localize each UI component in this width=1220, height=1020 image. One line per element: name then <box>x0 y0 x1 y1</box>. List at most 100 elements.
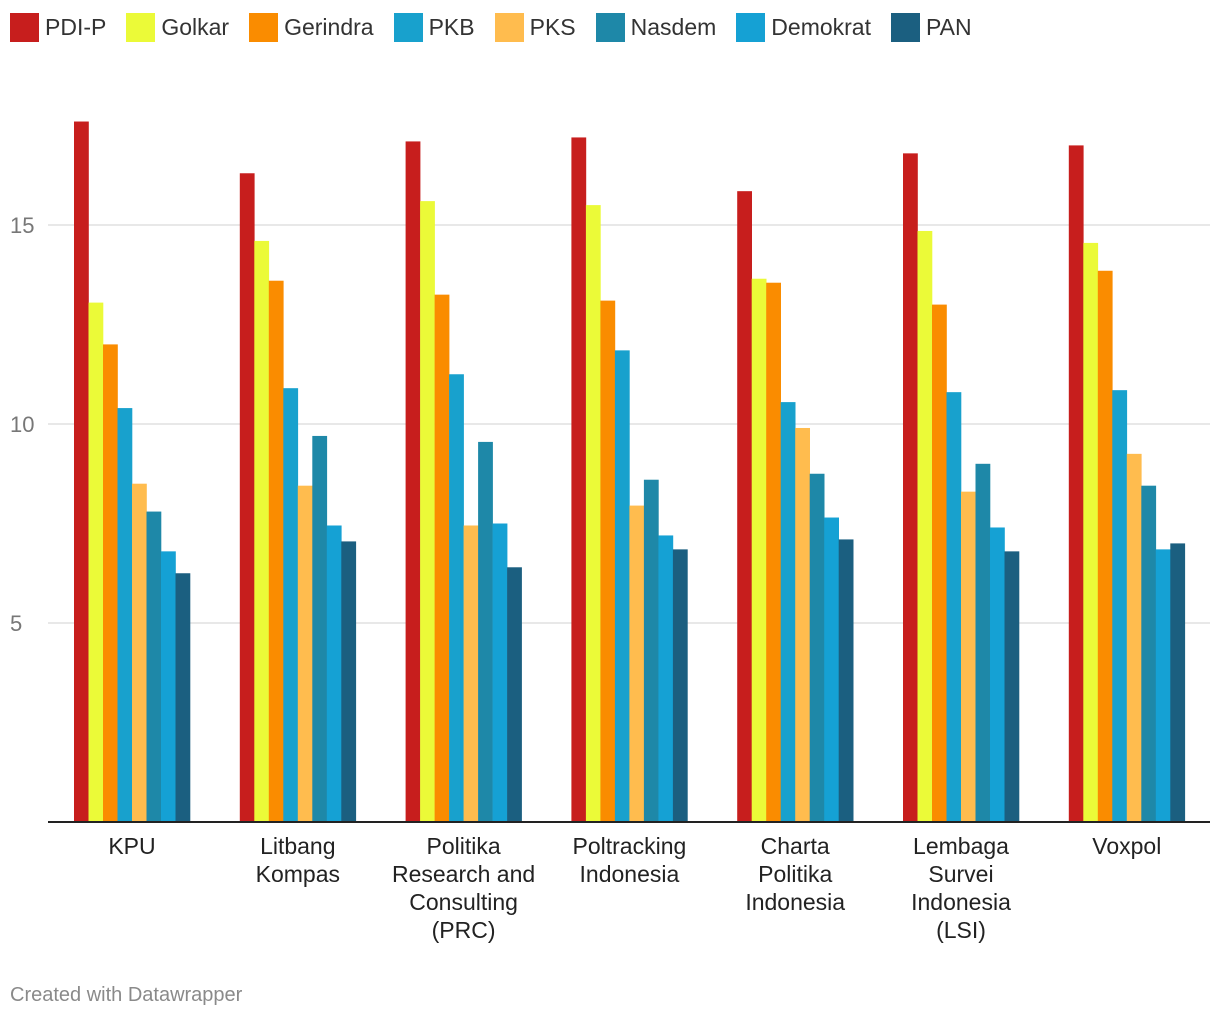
bar-pdi-p-7 <box>1068 145 1084 822</box>
bar-nasdem-7 <box>1141 485 1157 822</box>
bar-pan-7 <box>1170 543 1186 822</box>
bar-golkar-2 <box>254 240 270 823</box>
category-label: Charta Politika Indonesia <box>710 832 880 916</box>
bar-group <box>1068 145 1186 822</box>
category-label-line: Kompas <box>255 861 340 887</box>
bar-chart: 5 10 15 <box>10 121 1210 823</box>
bar-pkb-6 <box>946 392 962 822</box>
bar-pkb-1 <box>117 408 133 822</box>
bar-golkar-3 <box>420 201 435 822</box>
category-label: Voxpol <box>1042 832 1212 860</box>
category-label-line: (PRC) <box>431 917 496 943</box>
bar-nasdem-6 <box>975 463 991 822</box>
category-label-line: Indonesia <box>579 861 680 887</box>
y-tick-label: 10 <box>10 412 34 437</box>
category-label: KPU <box>47 832 217 860</box>
bar-group <box>405 141 522 823</box>
bar-demokrat-6 <box>990 527 1005 822</box>
bar-demokrat-5 <box>824 517 839 822</box>
bar-group <box>737 191 854 823</box>
category-label: Lembaga Survei Indonesia (LSI) <box>876 832 1046 944</box>
category-label-line: Survei <box>928 861 994 887</box>
bar-pan-1 <box>175 573 191 822</box>
category-label-line: Politika <box>426 833 501 859</box>
legend-swatch <box>736 12 766 42</box>
bar-nasdem-3 <box>478 441 493 822</box>
legend-label: Golkar <box>161 13 230 40</box>
legend-item-pkb: PKB <box>393 12 475 42</box>
y-tick-label: 5 <box>10 611 22 636</box>
bar-gerindra-3 <box>434 294 450 822</box>
bar-pks-5 <box>795 427 810 822</box>
bar-group <box>903 153 1020 823</box>
category-label-line: Lembaga <box>913 833 1009 859</box>
bar-group <box>74 121 191 822</box>
legend-item-pks: PKS <box>494 12 576 42</box>
y-tick-label: 15 <box>10 213 34 238</box>
legend-swatch <box>126 12 156 42</box>
bar-pan-5 <box>838 539 854 822</box>
legend-swatch <box>10 12 39 42</box>
category-label: Litbang Kompas <box>213 832 383 888</box>
bar-nasdem-4 <box>643 479 659 822</box>
bar-pks-2 <box>297 485 313 822</box>
chart-legend: PDI-P Golkar Gerindra PKB PKS Nasdem Demokrat P… <box>10 11 992 43</box>
bar-pdi-p-2 <box>239 173 255 822</box>
legend-item-nasdem: Nasdem <box>595 12 717 42</box>
bar-golkar-4 <box>585 205 601 823</box>
bar-demokrat-4 <box>658 535 674 822</box>
legend-item-gerindra: Gerindra <box>249 12 374 42</box>
bar-nasdem-1 <box>146 511 162 822</box>
legend-label: Demokrat <box>771 13 871 40</box>
bar-pdi-p-3 <box>405 141 421 823</box>
bar-gerindra-2 <box>268 280 284 823</box>
category-label-line: Research and <box>391 861 536 887</box>
legend-label: Nasdem <box>630 13 717 40</box>
category-label: Poltracking Indonesia <box>544 832 714 888</box>
bar-gerindra-1 <box>103 344 118 822</box>
category-label-line: Charta <box>760 833 830 859</box>
legend-swatch <box>249 12 279 42</box>
bar-gerindra-5 <box>766 282 781 823</box>
bar-gerindra-4 <box>600 300 616 822</box>
category-label-line: (LSI) <box>936 917 986 943</box>
bar-nasdem-5 <box>809 473 825 822</box>
legend-label: PDI-P <box>45 13 107 40</box>
bar-pdi-p-4 <box>571 137 587 822</box>
bar-gerindra-6 <box>932 304 947 823</box>
bar-pks-4 <box>629 505 645 822</box>
category-label-line: Indonesia <box>745 889 846 915</box>
legend-swatch <box>393 12 423 42</box>
bar-pks-7 <box>1126 453 1142 822</box>
bar-demokrat-2 <box>326 525 342 822</box>
bar-group <box>239 173 357 823</box>
legend-label: PKS <box>529 13 576 40</box>
bar-demokrat-3 <box>492 523 508 822</box>
bar-pkb-5 <box>780 402 796 822</box>
category-label-line: Litbang <box>260 833 336 859</box>
bar-pks-3 <box>463 525 479 822</box>
bar-nasdem-2 <box>312 435 328 822</box>
legend-item-demokrat: Demokrat <box>736 12 871 42</box>
legend-item-golkar: Golkar <box>126 12 230 42</box>
bar-pan-2 <box>341 541 357 822</box>
bar-pdi-p-1 <box>74 121 89 822</box>
bar-pks-6 <box>961 491 976 822</box>
legend-swatch <box>891 12 920 42</box>
bar-group <box>571 137 688 823</box>
legend-swatch <box>494 12 524 42</box>
bar-pks-1 <box>132 483 147 822</box>
bar-pdi-p-6 <box>903 153 918 823</box>
bar-pan-6 <box>1004 551 1020 822</box>
bar-demokrat-1 <box>161 551 176 822</box>
bar-demokrat-7 <box>1155 549 1171 822</box>
bar-golkar-7 <box>1083 242 1099 822</box>
category-label-line: KPU <box>108 833 156 859</box>
bar-pkb-2 <box>283 388 299 822</box>
legend-item-pdi-p: PDI-P <box>10 12 107 42</box>
legend-label: PKB <box>428 13 475 40</box>
bar-golkar-1 <box>88 302 104 822</box>
category-label-line: Indonesia <box>911 889 1011 915</box>
bar-pan-3 <box>507 567 522 822</box>
legend-label: Gerindra <box>284 13 374 40</box>
